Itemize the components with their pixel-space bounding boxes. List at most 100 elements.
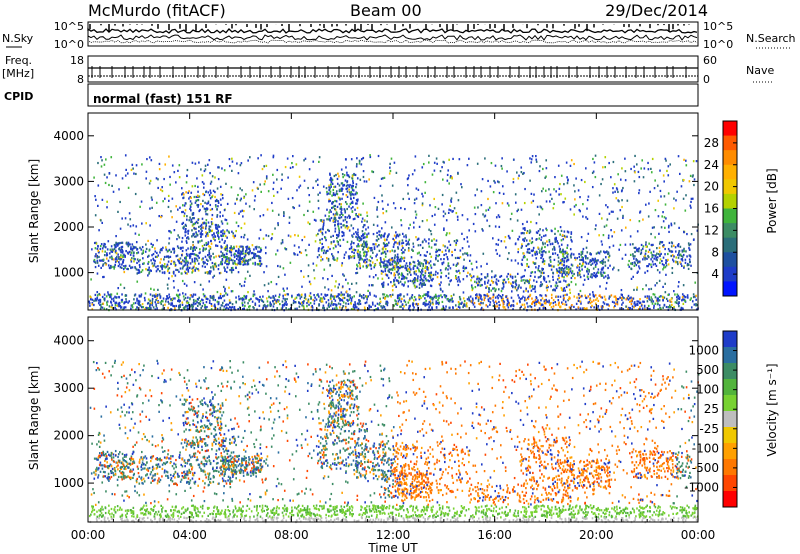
range-cell bbox=[447, 211, 450, 215]
range-cell bbox=[334, 258, 336, 262]
range-cell bbox=[146, 157, 148, 161]
range-cell bbox=[192, 298, 195, 302]
range-cell bbox=[355, 306, 358, 309]
range-cell bbox=[208, 280, 211, 283]
range-cell bbox=[423, 259, 426, 262]
range-cell bbox=[355, 191, 358, 194]
range-cell bbox=[392, 202, 395, 205]
range-cell bbox=[498, 300, 500, 304]
range-cell bbox=[434, 295, 437, 298]
range-cell bbox=[121, 293, 123, 296]
range-cell bbox=[115, 257, 117, 260]
range-cell bbox=[101, 247, 104, 250]
range-cell bbox=[381, 251, 384, 255]
range-cell bbox=[249, 156, 251, 159]
range-cell bbox=[189, 252, 192, 256]
range-cell bbox=[103, 307, 106, 310]
range-cell bbox=[337, 243, 340, 246]
range-cell bbox=[184, 293, 187, 296]
range-cell bbox=[407, 192, 409, 195]
range-cell bbox=[520, 166, 523, 169]
range-cell bbox=[108, 252, 111, 255]
range-cell bbox=[368, 304, 370, 307]
range-cell bbox=[561, 274, 563, 277]
range-cell bbox=[519, 297, 522, 301]
range-cell bbox=[143, 296, 146, 300]
range-cell bbox=[363, 245, 366, 248]
range-cell bbox=[195, 257, 198, 260]
range-cell bbox=[437, 248, 440, 251]
range-cell bbox=[171, 216, 173, 219]
range-cell bbox=[88, 302, 91, 305]
range-cell bbox=[118, 256, 120, 259]
range-cell bbox=[605, 204, 607, 207]
range-cell bbox=[495, 216, 498, 219]
range-cell bbox=[194, 260, 196, 263]
range-cell bbox=[422, 195, 424, 198]
range-cell bbox=[479, 284, 482, 287]
range-cell bbox=[118, 263, 121, 266]
range-cell bbox=[151, 294, 154, 297]
range-cell bbox=[641, 307, 644, 310]
range-cell bbox=[321, 246, 324, 249]
range-cell bbox=[393, 161, 396, 164]
range-cell bbox=[556, 271, 558, 274]
range-cell bbox=[355, 213, 357, 217]
range-cell bbox=[590, 253, 592, 256]
range-cell bbox=[622, 216, 624, 219]
range-cell bbox=[570, 256, 572, 259]
range-cell bbox=[492, 299, 494, 302]
range-cell bbox=[334, 285, 336, 288]
range-cell bbox=[492, 237, 494, 240]
range-cell bbox=[579, 307, 582, 310]
range-cell bbox=[174, 307, 176, 310]
range-cell bbox=[553, 202, 555, 206]
range-cell bbox=[520, 208, 523, 211]
range-cell bbox=[219, 292, 222, 296]
range-cell bbox=[627, 307, 629, 311]
range-cell bbox=[338, 227, 340, 230]
range-cell bbox=[621, 298, 623, 301]
range-cell bbox=[347, 174, 350, 177]
range-cell bbox=[135, 241, 138, 244]
range-cell bbox=[338, 283, 341, 286]
range-cell bbox=[364, 261, 366, 264]
range-cell bbox=[516, 171, 518, 174]
range-cell bbox=[157, 254, 160, 257]
range-cell bbox=[197, 205, 199, 208]
range-cell bbox=[173, 251, 175, 254]
range-cell bbox=[225, 247, 227, 250]
range-cell bbox=[121, 245, 124, 248]
range-cell bbox=[534, 275, 536, 278]
range-cell bbox=[191, 271, 193, 274]
range-cell bbox=[526, 251, 529, 254]
range-cell bbox=[366, 235, 369, 238]
range-cell bbox=[613, 231, 616, 234]
range-cell bbox=[538, 251, 541, 254]
range-cell bbox=[132, 302, 135, 305]
range-cell bbox=[649, 298, 651, 301]
range-cell bbox=[192, 293, 195, 296]
range-cell bbox=[148, 306, 150, 310]
range-cell bbox=[417, 275, 419, 278]
range-cell bbox=[207, 200, 210, 203]
range-cell bbox=[191, 161, 194, 164]
range-cell bbox=[683, 250, 685, 253]
range-cell bbox=[601, 268, 604, 271]
range-cell bbox=[355, 272, 357, 275]
range-cell bbox=[690, 306, 693, 309]
range-cell bbox=[301, 238, 304, 242]
range-cell bbox=[505, 281, 507, 284]
range-cell bbox=[355, 165, 358, 168]
range-cell bbox=[207, 201, 210, 205]
range-cell bbox=[178, 258, 180, 261]
range-cell bbox=[95, 242, 98, 245]
range-cell bbox=[95, 253, 97, 256]
range-cell bbox=[648, 263, 650, 266]
range-cell bbox=[449, 175, 452, 178]
range-cell bbox=[359, 293, 361, 296]
range-cell bbox=[374, 304, 377, 307]
range-cell bbox=[338, 175, 340, 178]
range-cell bbox=[229, 246, 231, 250]
range-cell bbox=[135, 164, 138, 167]
